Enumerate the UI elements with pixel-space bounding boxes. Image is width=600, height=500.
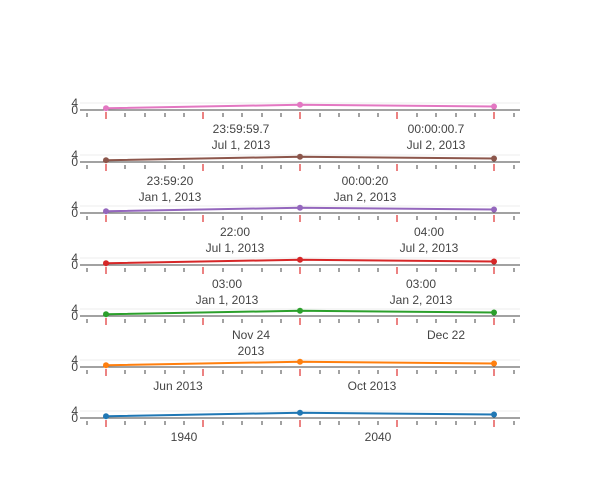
data-point (491, 309, 497, 316)
data-point (491, 155, 497, 162)
data-point (491, 258, 497, 265)
x-tick-label: Dec 22 (427, 328, 465, 342)
data-point (491, 206, 497, 213)
data-point (297, 307, 303, 314)
x-tick-label: 23:59:20 (147, 174, 194, 188)
y-tick-label: 4 (71, 96, 78, 110)
x-tick-label-secondary: 2013 (238, 344, 265, 358)
data-point (103, 413, 109, 420)
y-tick-label: 4 (71, 353, 78, 367)
x-tick-label: 00:00:20 (342, 174, 389, 188)
y-tick-label: 4 (71, 302, 78, 316)
x-tick-label: 03:00 (406, 277, 436, 291)
data-point (103, 208, 109, 215)
x-tick-label: 00:00:00.7 (408, 122, 465, 136)
x-tick-label-secondary: Jul 1, 2013 (206, 241, 265, 255)
data-point (103, 105, 109, 112)
x-tick-label: 04:00 (414, 225, 444, 239)
y-tick-label: 4 (71, 199, 78, 213)
x-tick-label-secondary: Jan 2, 2013 (334, 190, 397, 204)
y-tick-label: 0 (71, 103, 78, 117)
data-point (103, 311, 109, 318)
y-tick-label: 4 (71, 404, 78, 418)
data-point (103, 157, 109, 164)
y-tick-label: 0 (71, 360, 78, 374)
x-tick-label: Oct 2013 (348, 379, 397, 393)
data-point (491, 103, 497, 110)
data-point (103, 260, 109, 267)
x-tick-label-secondary: Jul 2, 2013 (407, 138, 466, 152)
x-tick-label: 03:00 (212, 277, 242, 291)
y-tick-label: 0 (71, 258, 78, 272)
data-point (297, 409, 303, 416)
data-point (297, 153, 303, 160)
data-point (491, 360, 497, 367)
y-tick-label: 0 (71, 411, 78, 425)
y-tick-label: 0 (71, 155, 78, 169)
data-point (297, 256, 303, 263)
data-point (297, 358, 303, 365)
y-tick-label: 4 (71, 148, 78, 162)
x-tick-label: Jun 2013 (153, 379, 203, 393)
y-tick-label: 0 (71, 206, 78, 220)
x-tick-label: 2040 (365, 430, 392, 444)
y-tick-label: 0 (71, 309, 78, 323)
x-tick-label-secondary: Jul 1, 2013 (212, 138, 271, 152)
x-tick-label: 22:00 (220, 225, 250, 239)
data-point (297, 204, 303, 211)
data-point (297, 101, 303, 108)
data-point (491, 411, 497, 418)
y-tick-label: 4 (71, 251, 78, 265)
data-point (103, 362, 109, 369)
x-tick-label: 23:59:59.7 (213, 122, 270, 136)
x-tick-label: 1940 (171, 430, 198, 444)
x-tick-label-secondary: Jul 2, 2013 (400, 241, 459, 255)
x-tick-label-secondary: Jan 1, 2013 (139, 190, 202, 204)
x-tick-label-secondary: Jan 1, 2013 (196, 293, 259, 307)
x-tick-label: Nov 24 (232, 328, 270, 342)
x-tick-label-secondary: Jan 2, 2013 (390, 293, 453, 307)
